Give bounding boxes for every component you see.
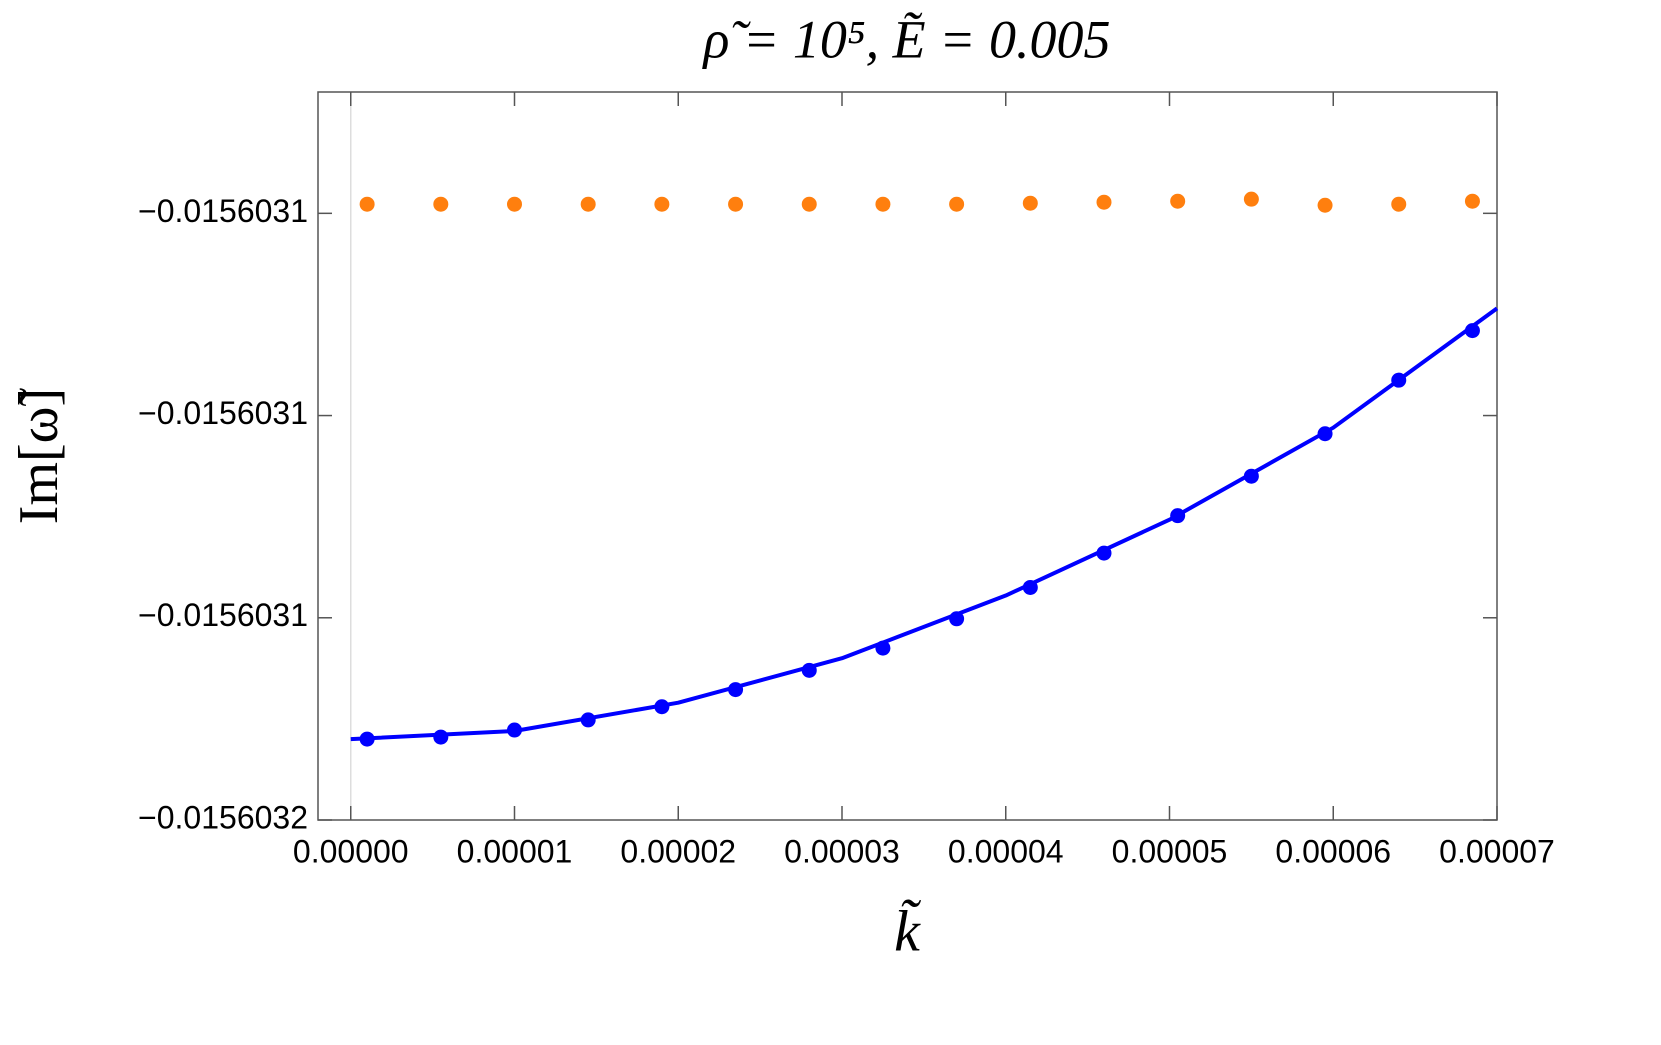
x-tick-label: 0.00001: [457, 833, 573, 869]
data-point: [1170, 193, 1186, 209]
data-point: [580, 712, 596, 728]
x-tick-label: 0.00005: [1112, 833, 1228, 869]
x-tick-label: 0.00007: [1439, 833, 1555, 869]
y-tick-label: −0.0156031: [138, 193, 308, 229]
data-point: [580, 196, 596, 212]
data-point: [433, 196, 449, 212]
data-point: [1170, 508, 1186, 524]
data-point: [1391, 196, 1407, 212]
data-point: [949, 611, 965, 627]
data-point: [507, 722, 522, 738]
data-point: [1243, 191, 1259, 207]
data-point: [359, 196, 375, 212]
data-point: [1464, 193, 1480, 209]
y-axis-label: Im[ω̃]: [8, 387, 70, 524]
data-point: [1096, 194, 1112, 210]
x-tick-label: 0.00000: [293, 833, 409, 869]
data-point: [1022, 579, 1038, 595]
data-point: [728, 196, 744, 212]
data-point: [1243, 468, 1259, 484]
chart-title: ρ̃ = 10⁵, Ẽ = 0.005: [701, 9, 1110, 69]
data-point: [507, 196, 522, 212]
y-tick-label: −0.0156031: [138, 597, 308, 633]
y-tick-label: −0.0156032: [138, 799, 308, 835]
data-point: [1464, 323, 1480, 339]
plot-frame: [317, 91, 1498, 821]
data-point: [801, 196, 817, 212]
data-point: [949, 196, 965, 212]
y-tick-label: −0.0156031: [138, 395, 308, 431]
x-tick-label: 0.00004: [948, 833, 1064, 869]
x-tick-label: 0.00003: [784, 833, 900, 869]
data-point: [875, 640, 891, 656]
data-point: [875, 196, 891, 212]
x-tick-label: 0.00006: [1275, 833, 1391, 869]
data-point: [654, 699, 670, 715]
data-point: [433, 729, 449, 745]
data-point: [728, 682, 744, 698]
data-point: [1022, 195, 1038, 211]
data-point: [1391, 372, 1407, 388]
data-point: [1317, 197, 1333, 213]
data-point: [654, 196, 670, 212]
data-point: [801, 662, 817, 678]
data-point: [1317, 426, 1333, 442]
fit-line: [350, 306, 1499, 742]
x-axis-label: k̃: [894, 898, 921, 963]
x-tick-label: 0.00002: [620, 833, 736, 869]
data-point: [1096, 545, 1112, 561]
data-point: [359, 731, 375, 747]
